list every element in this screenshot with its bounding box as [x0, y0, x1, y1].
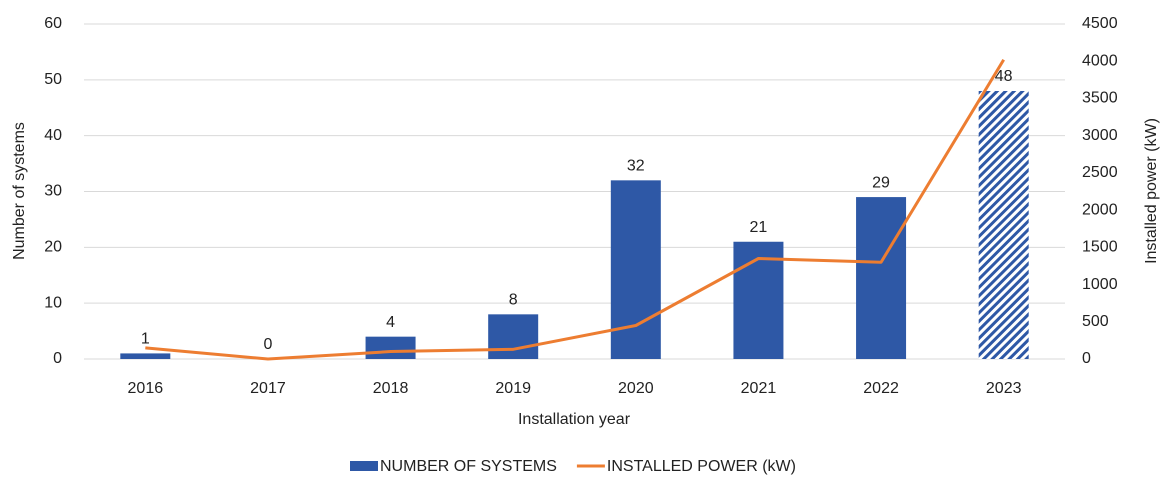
y2-tick-label: 1500 — [1082, 239, 1118, 256]
bar — [610, 180, 661, 359]
legend-label: INSTALLED POWER (kW) — [607, 458, 796, 475]
y2-tick-label: 0 — [1082, 350, 1091, 367]
y-tick-label: 0 — [53, 350, 62, 367]
y-tick-label: 50 — [44, 71, 62, 88]
x-tick-label: 2021 — [741, 380, 777, 397]
y2-axis-label: Installed power (kW) — [1143, 118, 1160, 264]
legend-label: NUMBER OF SYSTEMS — [380, 458, 557, 475]
bar — [365, 336, 416, 359]
y2-tick-label: 500 — [1082, 313, 1109, 330]
y2-tick-label: 2000 — [1082, 201, 1118, 218]
y-tick-label: 30 — [44, 183, 62, 200]
y-tick-label: 40 — [44, 127, 62, 144]
bar — [733, 241, 784, 359]
data-label: 32 — [627, 158, 645, 175]
x-tick-label: 2023 — [986, 380, 1022, 397]
x-tick-label: 2018 — [373, 380, 409, 397]
x-tick-label: 2020 — [618, 380, 654, 397]
data-label: 0 — [263, 336, 272, 353]
x-tick-label: 2016 — [128, 380, 164, 397]
bar — [488, 314, 539, 359]
x-axis-label: Installation year — [518, 411, 631, 428]
line — [145, 58, 1005, 361]
y2-tick-label: 1000 — [1082, 276, 1118, 293]
y-tick-label: 10 — [44, 294, 62, 311]
bar — [856, 197, 907, 359]
legend-swatch — [350, 461, 378, 471]
data-label: 1 — [141, 331, 150, 348]
data-label: 8 — [509, 292, 518, 309]
y-tick-label: 20 — [44, 239, 62, 256]
y2-tick-label: 4000 — [1082, 52, 1118, 69]
y-axis-label: Number of systems — [11, 122, 28, 260]
data-label: 4 — [386, 314, 395, 331]
data-label: 48 — [995, 68, 1013, 85]
x-tick-label: 2019 — [495, 380, 531, 397]
x-tick-label: 2022 — [863, 380, 899, 397]
y2-tick-label: 2500 — [1082, 164, 1118, 181]
data-label: 21 — [750, 219, 768, 236]
y2-tick-label: 3500 — [1082, 90, 1118, 107]
y-tick-label: 60 — [44, 15, 62, 32]
bar — [120, 353, 171, 359]
y2-tick-label: 3000 — [1082, 127, 1118, 144]
x-tick-label: 2017 — [250, 380, 286, 397]
bar — [978, 91, 1029, 359]
y2-tick-label: 4500 — [1082, 15, 1118, 32]
data-label: 29 — [872, 174, 890, 191]
